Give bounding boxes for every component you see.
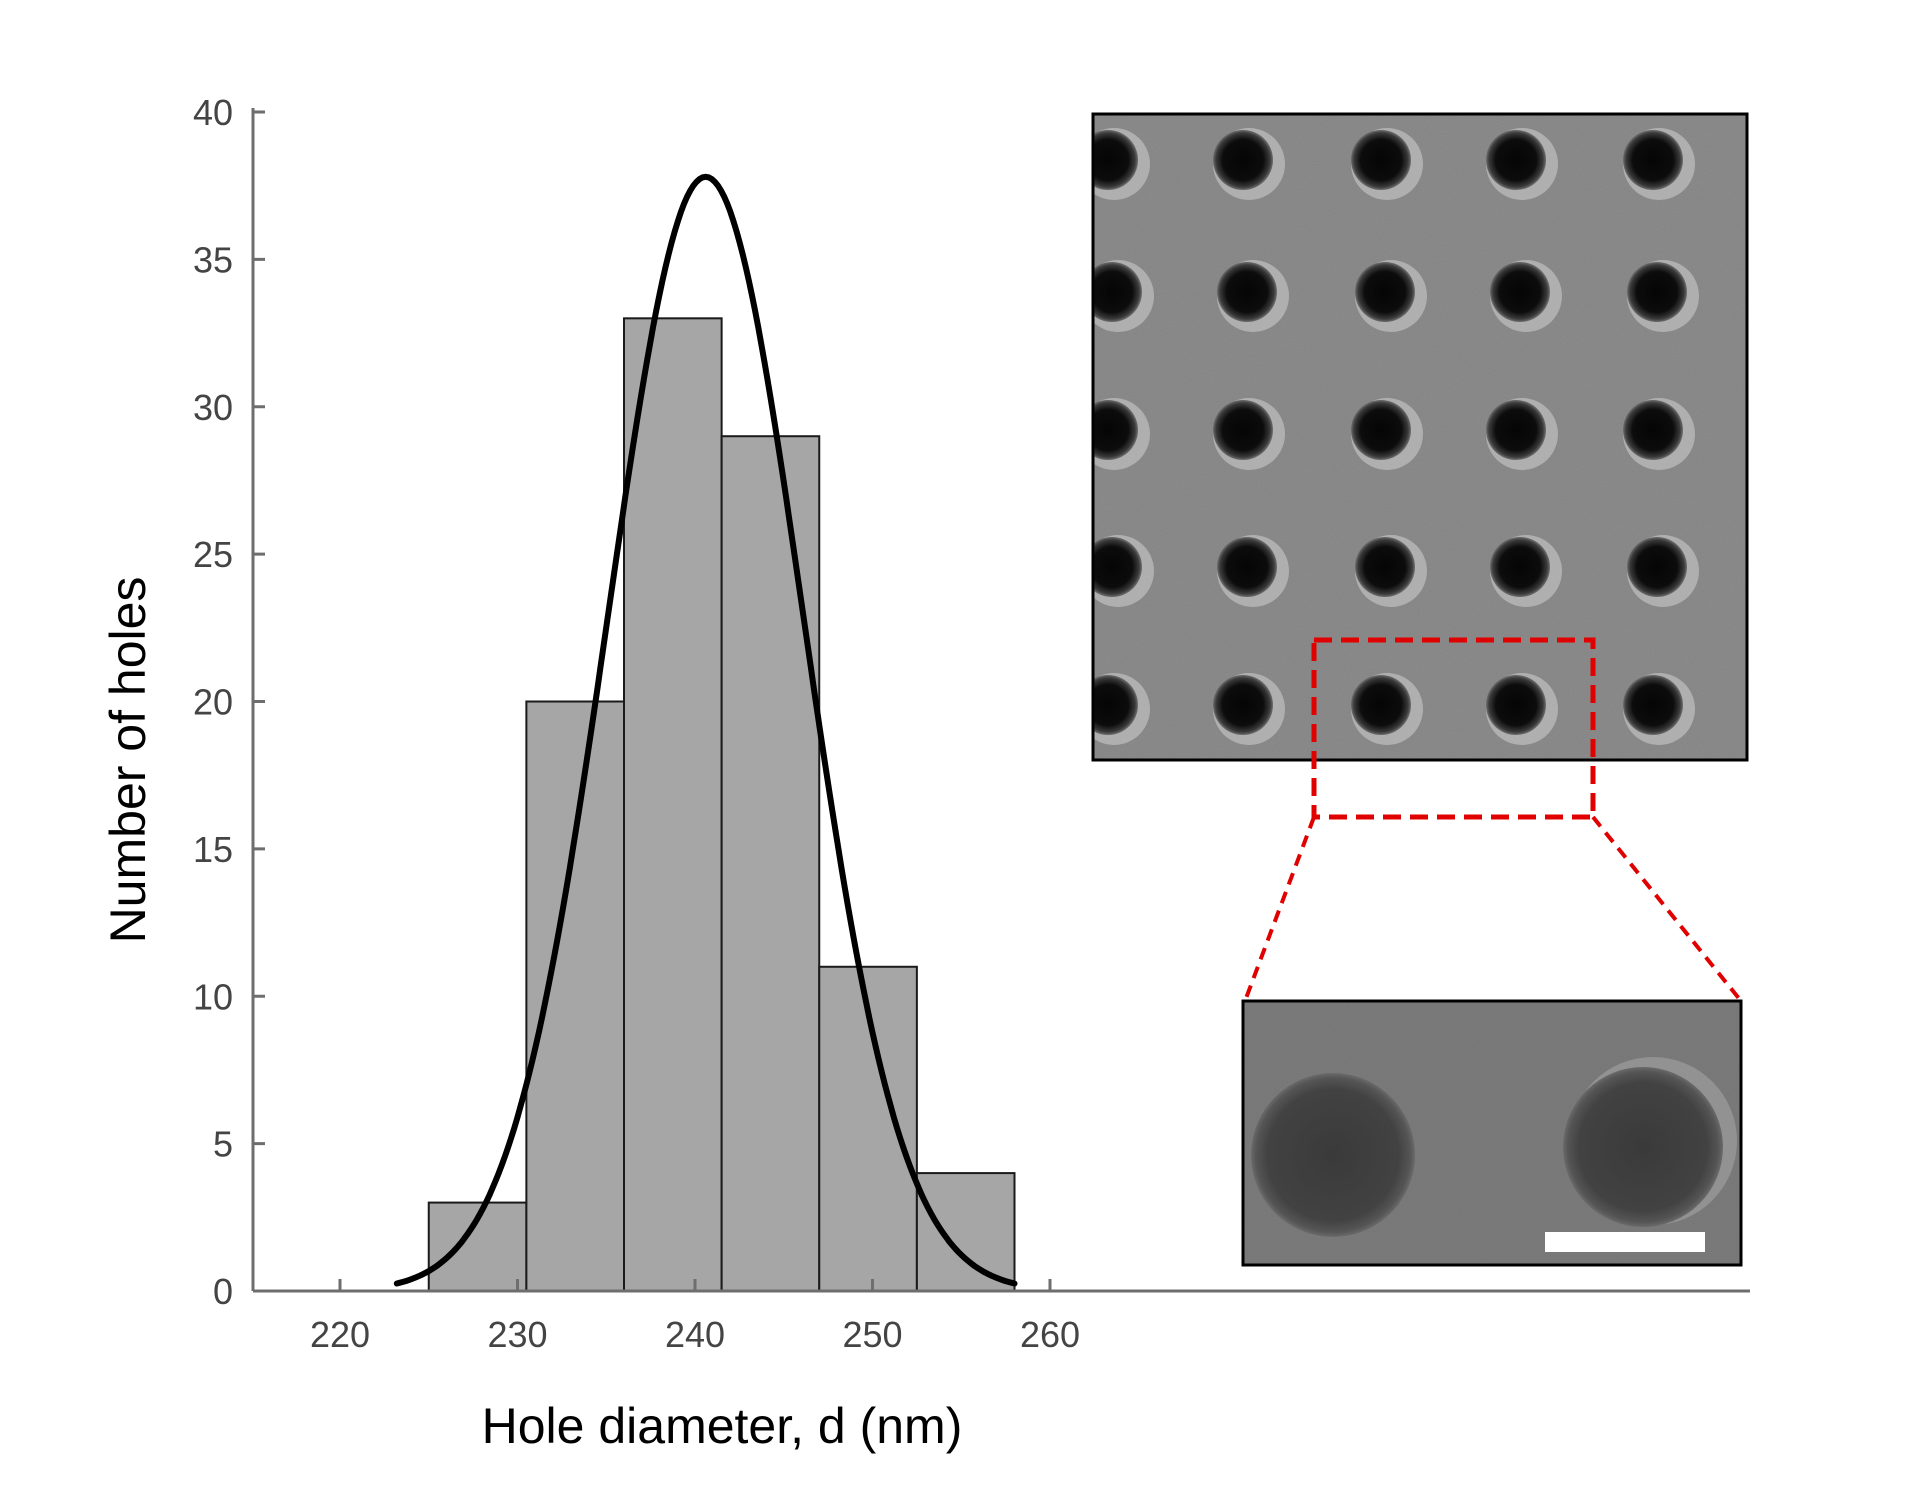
- sem-hole: [1623, 400, 1683, 460]
- x-axis-title: Hole diameter, d (nm): [482, 1398, 963, 1454]
- histogram-bars: [427, 317, 1016, 1293]
- histogram-bar: [623, 317, 723, 1292]
- x-tick-label: 230: [487, 1314, 547, 1355]
- sem-hole: [1627, 537, 1687, 597]
- y-tick-label: 20: [193, 682, 233, 723]
- scale-bar: [1545, 1232, 1705, 1252]
- sem-hole: [1490, 262, 1550, 322]
- y-axis-title: Number of holes: [100, 577, 156, 944]
- sem-micrograph-inset: [1091, 112, 1749, 762]
- sem-hole: [1351, 130, 1411, 190]
- histogram-bar: [525, 700, 625, 1292]
- y-tick-label: 5: [213, 1124, 233, 1165]
- sem-zoom-inset: [1241, 999, 1743, 1267]
- y-axis-ticks: 0 5 10 15 20 25 30 35 40: [193, 92, 265, 1312]
- y-tick-label: 40: [193, 92, 233, 133]
- sem-hole: [1355, 262, 1415, 322]
- sem-hole: [1093, 537, 1142, 597]
- sem-hole: [1490, 537, 1550, 597]
- y-tick-label: 10: [193, 976, 233, 1017]
- histogram-plot: 0 5 10 15 20 25 30 35 40 220 230 240 250 260 Number …: [100, 92, 1750, 1454]
- selection-box: [1311, 637, 1596, 820]
- y-tick-label: 25: [193, 534, 233, 575]
- sem-hole: [1351, 675, 1411, 735]
- sem-hole: [1213, 400, 1273, 460]
- sem-hole: [1213, 675, 1273, 735]
- sem-hole-array: [1093, 128, 1699, 745]
- sem-hole: [1351, 400, 1411, 460]
- histogram-bar: [720, 435, 821, 1293]
- sem-hole: [1217, 262, 1277, 322]
- sem-hole: [1093, 262, 1142, 322]
- y-tick-label: 30: [193, 387, 233, 428]
- y-tick-label: 35: [193, 239, 233, 280]
- x-tick-label: 240: [665, 1314, 725, 1355]
- sem-hole: [1355, 537, 1415, 597]
- x-tick-label: 250: [842, 1314, 902, 1355]
- zoom-hole-left: [1251, 1073, 1415, 1237]
- x-tick-label: 260: [1020, 1314, 1080, 1355]
- sem-hole: [1486, 675, 1546, 735]
- sem-hole: [1486, 400, 1546, 460]
- sem-hole: [1093, 400, 1138, 460]
- x-tick-label: 220: [310, 1314, 370, 1355]
- histogram-bar: [915, 1172, 1016, 1292]
- sem-hole: [1623, 130, 1683, 190]
- zoom-connector-left: [1243, 816, 1316, 1002]
- sem-hole: [1486, 130, 1546, 190]
- zoom-hole-right: [1563, 1067, 1723, 1227]
- sem-zoom-frame: [1241, 999, 1743, 1267]
- gaussian-fit-curve: [393, 173, 1018, 1287]
- sem-hole: [1627, 262, 1687, 322]
- y-tick-label: 0: [213, 1271, 233, 1312]
- x-axis-ticks: 220 230 240 250 260: [310, 1279, 1080, 1355]
- sem-micrograph-frame: [1091, 112, 1749, 762]
- sem-hole: [1093, 130, 1138, 190]
- zoom-connector-right: [1591, 815, 1743, 1003]
- zoom-indicator: [1243, 637, 1743, 1003]
- sem-hole: [1623, 675, 1683, 735]
- sem-hole: [1213, 130, 1273, 190]
- sem-hole: [1093, 675, 1138, 735]
- sem-hole: [1217, 537, 1277, 597]
- y-tick-label: 15: [193, 829, 233, 870]
